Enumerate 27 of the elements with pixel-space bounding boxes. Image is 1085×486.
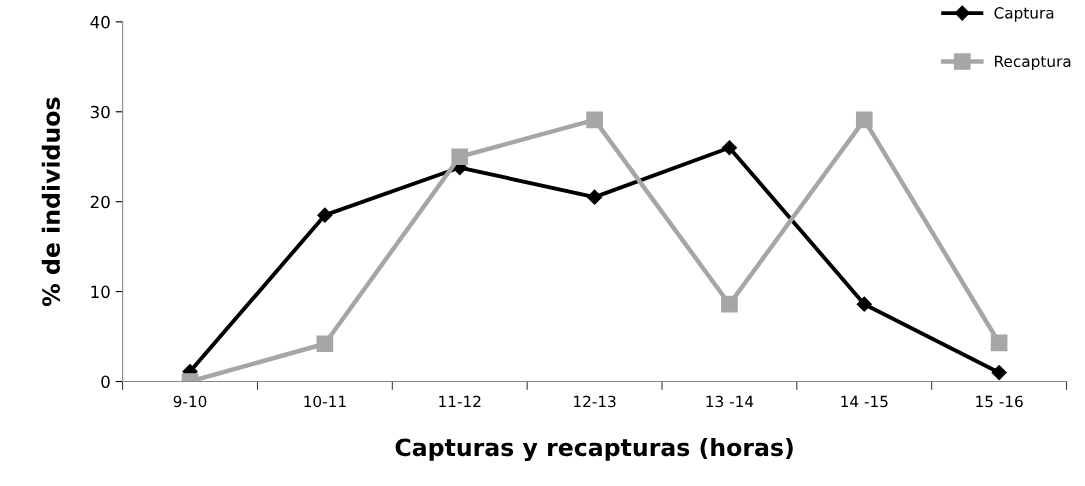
legend-label: Recaptura [995, 55, 1071, 71]
point [855, 111, 873, 129]
x-tick-label: 9-10 [173, 395, 207, 408]
y-axis-title: % de individuos [41, 97, 61, 307]
point [586, 111, 603, 129]
legend-label: Captura [994, 7, 1054, 22]
point [316, 335, 334, 353]
y-tick-label: 40 [90, 15, 110, 29]
y-tick-label: 0 [101, 375, 110, 389]
y-tick-label: 20 [90, 195, 110, 209]
x-tick-label: 15 -16 [976, 395, 1023, 408]
y-tick-label: 10 [91, 285, 110, 299]
x-axis-title: Capturas y recapturas (horas) [395, 437, 793, 461]
point [856, 296, 872, 312]
point [451, 148, 469, 166]
point [991, 364, 1007, 381]
y-tick-label: 30 [90, 105, 110, 119]
point [587, 189, 603, 205]
point [721, 140, 738, 156]
x-tick-label: 13 -14 [706, 395, 754, 408]
x-tick-label: 11-12 [439, 395, 481, 408]
x-tick-label: 12-13 [574, 395, 616, 408]
point [721, 295, 738, 313]
x-tick-label: 14 -15 [841, 395, 888, 408]
point [317, 207, 333, 223]
x-tick-label: 10-11 [304, 395, 346, 408]
point [990, 334, 1008, 352]
